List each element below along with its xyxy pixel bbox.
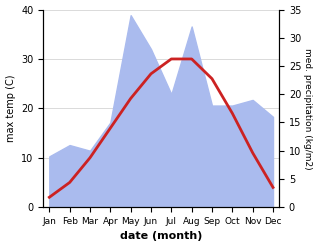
X-axis label: date (month): date (month): [120, 231, 202, 242]
Y-axis label: max temp (C): max temp (C): [5, 75, 16, 142]
Y-axis label: med. precipitation (kg/m2): med. precipitation (kg/m2): [303, 48, 313, 169]
